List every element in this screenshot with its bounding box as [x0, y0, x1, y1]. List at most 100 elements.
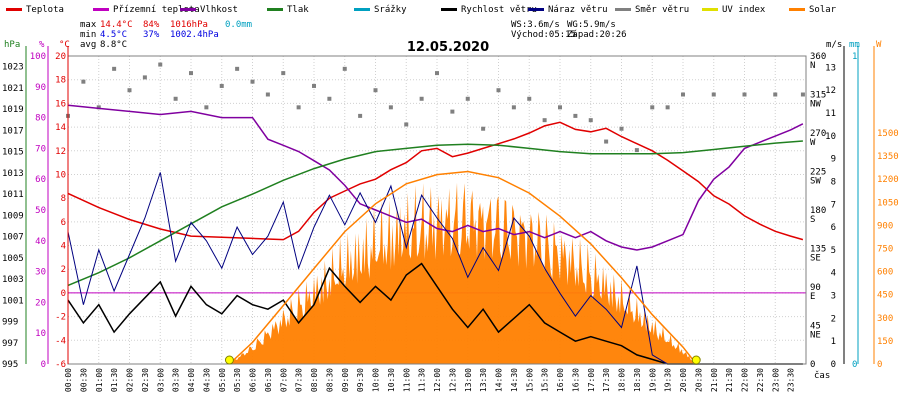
pressure-tick-label: 1017	[2, 126, 24, 136]
wind-direction-point	[681, 92, 685, 97]
legend-label: Srážky	[374, 5, 407, 15]
pressure-tick-label: 1011	[2, 190, 24, 200]
x-tick-label: 22:30	[756, 368, 765, 392]
pressure-tick-label: 1001	[2, 296, 24, 306]
x-tick-label: 14:30	[510, 368, 519, 392]
wind-direction-point	[142, 75, 147, 80]
temperature-tick-label: 10	[55, 170, 66, 180]
temperature-tick-label: 4	[61, 242, 66, 252]
wind-direction-point	[235, 66, 240, 71]
pressure-tick-label: 1019	[2, 105, 24, 115]
pressure-tick-label: 1021	[2, 84, 24, 94]
wind-direction-point	[404, 122, 409, 127]
x-tick-label: 05:30	[233, 368, 242, 392]
legend-swatch	[441, 8, 457, 11]
wind-direction-point	[373, 88, 378, 93]
pressure-tick-label: 1005	[2, 254, 24, 264]
solar-tick-label: 1350	[877, 152, 899, 162]
wind-direction-point	[388, 105, 393, 110]
direction-tick-label: 315	[810, 91, 826, 101]
x-tick-label: 03:30	[172, 368, 181, 392]
temperature-tick-label: -4	[55, 336, 66, 346]
wind-direction-point	[527, 96, 532, 101]
wind-tick-label: 1	[831, 337, 836, 347]
x-tick-label: 08:00	[310, 368, 319, 392]
direction-tick-label: 270	[810, 129, 826, 139]
wind-direction-point	[112, 66, 117, 71]
x-tick-label: 21:00	[710, 368, 719, 392]
wind-tick-label: 11	[825, 109, 836, 119]
wind-direction-point	[250, 79, 255, 84]
axis-unit-labels: hPa % °C m/s mm W čas	[4, 40, 882, 381]
solar-tick-label: 600	[877, 268, 893, 278]
legend-swatch	[354, 8, 370, 11]
series-line-rychlost-v-tru	[67, 262, 803, 365]
humidity-tick-label: 70	[35, 144, 46, 154]
wind-direction-point	[573, 113, 578, 118]
wind-tick-label: 3	[831, 292, 836, 302]
temperature-tick-label: -6	[55, 360, 66, 370]
series-line-teplota	[67, 121, 804, 241]
wind-tick-label: 13	[825, 63, 836, 73]
direction-tick-label: S	[810, 215, 815, 225]
x-tick-label: 00:30	[79, 368, 88, 392]
direction-tick-label: NE	[810, 331, 821, 341]
series-line-vlhkost	[67, 104, 804, 251]
solar-area	[229, 182, 697, 364]
x-tick-label: 02:30	[141, 368, 150, 392]
legend-label: Solar	[809, 5, 837, 15]
wind-direction-point	[312, 83, 316, 88]
humidity-tick-label: 100	[30, 52, 46, 62]
x-tick-label: 15:00	[525, 368, 534, 392]
pressure-tick-label: 1007	[2, 233, 24, 243]
temperature-tick-label: 6	[61, 218, 66, 228]
wind-tick-label: 8	[831, 177, 836, 187]
x-tick-label: 07:30	[295, 368, 304, 392]
wind-tick-label: 0	[831, 360, 836, 370]
solar-tick-label: 0	[877, 360, 882, 370]
pressure-tick-label: 995	[2, 360, 18, 370]
wind-direction-point	[189, 71, 193, 76]
wind-direction-point	[773, 92, 778, 97]
humidity-tick-label: 40	[35, 237, 46, 247]
pressure-tick-label: 1013	[2, 169, 24, 179]
stats-max-hum: 84%	[143, 20, 160, 30]
temperature-tick-label: 12	[55, 147, 66, 157]
stats-max-temp: 14.4°C	[100, 20, 133, 30]
series-line-solar	[228, 170, 697, 365]
x-tick-label: 08:30	[325, 368, 334, 392]
chart-title: 12.05.2020	[407, 40, 489, 55]
wind-direction-point	[81, 79, 86, 84]
legend-swatch	[528, 8, 544, 11]
axes	[25, 46, 875, 365]
stats-block: max 14.4°C 84% 1016hPa 0.0mm min 4.5°C 3…	[80, 20, 627, 50]
humidity-tick-label: 50	[35, 206, 46, 216]
humidity-tick-label: 0	[41, 360, 46, 370]
solar-fill-area	[229, 182, 697, 364]
wind-direction-point	[665, 105, 670, 110]
pressure-tick-label: 997	[2, 339, 18, 349]
x-tick-label: 14:00	[495, 368, 504, 392]
x-tick-label: 20:00	[679, 368, 688, 392]
direction-tick-label: 0	[810, 360, 815, 370]
wind-direction-point	[511, 105, 516, 110]
wind-direction-point	[281, 71, 286, 76]
stats-min-press: 1002.4hPa	[170, 30, 219, 40]
legend-swatch	[702, 8, 718, 11]
wind-direction-point	[481, 126, 486, 131]
direction-tick-label: 180	[810, 206, 826, 216]
x-tick-label: 00:00	[64, 368, 73, 392]
wind-tick-label: 5	[831, 246, 836, 256]
solar-tick-label: 900	[877, 221, 893, 231]
x-axis-label: čas	[814, 370, 830, 381]
pressure-tick-label: 1023	[2, 63, 24, 73]
x-tick-label: 09:30	[356, 368, 365, 392]
humidity-tick-label: 20	[35, 298, 46, 308]
x-tick-label: 02:00	[126, 368, 135, 392]
direction-tick-label: 225	[810, 168, 826, 178]
wind-tick-label: 6	[831, 223, 836, 233]
stats-avg-label: avg	[80, 40, 96, 50]
humidity-tick-label: 80	[35, 114, 46, 124]
wind-direction-point	[127, 88, 132, 93]
